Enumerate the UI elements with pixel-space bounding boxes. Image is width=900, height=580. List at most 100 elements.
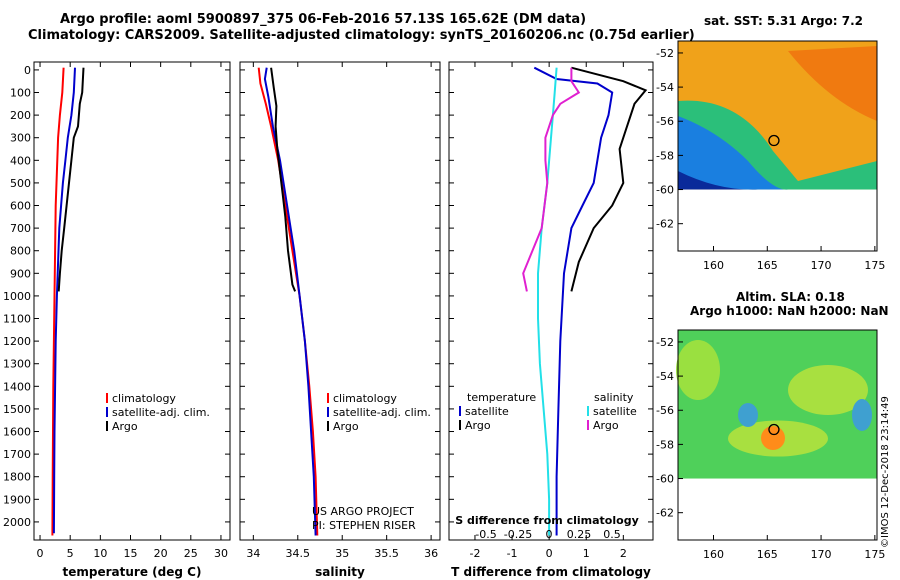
sst-map: 160 165 170 175 -52 -54 -56 -58 -60 -62: [656, 40, 885, 272]
x-tick-label: 5: [67, 547, 74, 560]
depth-tick-label: 1300: [3, 358, 31, 371]
x-tick-label: -2: [469, 547, 480, 560]
lat-tick-label: -52: [656, 47, 674, 60]
map-bottom-title-line2: Argo h1000: NaN h2000: NaN: [690, 304, 889, 318]
depth-tick-label: 300: [10, 132, 31, 145]
lat-tick-label: -60: [656, 473, 674, 486]
depth-tick-label: 1000: [3, 290, 31, 303]
legend-label: satellite-adj. clim.: [333, 406, 431, 419]
sla-field: [738, 403, 758, 427]
depth-tick-label: 900: [10, 267, 31, 280]
series-line-climatology: [51, 67, 65, 536]
panel-frame: [448, 61, 654, 541]
lon-tick-label: 160: [703, 259, 724, 272]
s-tick-label: 0.5: [603, 528, 621, 541]
legend-label: Argo: [593, 419, 619, 432]
sla-map: 160 165 170 175 -52 -54 -56 -58 -60 -62: [656, 329, 885, 561]
series-line-t-satellite: [533, 66, 614, 536]
series-line-satellite-adj-clim-: [263, 67, 317, 536]
map-frame: [677, 329, 878, 541]
x-axis-label: temperature (deg C): [63, 565, 202, 579]
map-top-title: sat. SST: 5.31 Argo: 7.2: [704, 14, 864, 28]
series-line-s-satellite: [537, 67, 558, 536]
lat-tick-label: -58: [656, 438, 674, 451]
legend-label: Argo: [112, 420, 138, 433]
s-difference-label: S difference from climatology: [455, 514, 639, 527]
depth-tick-label: 1800: [3, 471, 31, 484]
lat-tick-label: -62: [656, 218, 674, 231]
profile-panel-3: -2 -1 0 1 2 T difference from climatology: [448, 61, 654, 579]
x-tick-label: 0: [37, 547, 44, 560]
lat-tick-label: -52: [656, 336, 674, 349]
x-tick-label: 10: [93, 547, 107, 560]
series-line-satellite-adj-clim-: [52, 67, 76, 534]
panel-frame: [33, 61, 231, 541]
figure-title-line2: Climatology: CARS2009. Satellite-adjuste…: [28, 28, 695, 43]
lon-tick-label: 165: [757, 548, 778, 561]
imos-stamp: ©IMOS 12-Dec-2018 23:14:49: [880, 396, 891, 548]
legend-label: satellite: [593, 405, 637, 418]
s-tick-label: 0.25: [567, 528, 592, 541]
legend-left-title: temperature: [467, 391, 536, 404]
depth-tick-label: 400: [10, 154, 31, 167]
x-tick-label: 35.5: [374, 547, 399, 560]
x-tick-label: 0: [546, 547, 553, 560]
lat-tick-label: -54: [656, 370, 674, 383]
credit-project: US ARGO PROJECT: [312, 505, 414, 518]
x-tick-label: 25: [184, 547, 198, 560]
lat-tick-label: -60: [656, 184, 674, 197]
depth-tick-label: 0: [24, 64, 31, 77]
depth-tick-label: 100: [10, 87, 31, 100]
x-tick-label: 35: [335, 547, 349, 560]
legend-label: Argo: [333, 420, 359, 433]
legend-right-title: salinity: [594, 391, 634, 404]
x-axis-label: salinity: [315, 565, 365, 579]
lat-tick-label: -58: [656, 149, 674, 162]
sla-field: [788, 365, 868, 415]
x-tick-label: -1: [507, 547, 518, 560]
series-line-argo: [270, 67, 297, 292]
legend-label: satellite-adj. clim.: [112, 406, 210, 419]
lat-tick-label: -56: [656, 115, 674, 128]
series-line-climatology: [257, 67, 319, 536]
depth-tick-label: 1700: [3, 448, 31, 461]
lon-tick-label: 170: [811, 259, 832, 272]
series-line-t-argo: [570, 66, 648, 292]
lon-tick-label: 165: [757, 259, 778, 272]
sst-field: [678, 116, 788, 190]
map-bottom-title-line1: Altim. SLA: 0.18: [736, 290, 845, 304]
depth-tick-label: 600: [10, 200, 31, 213]
profile-panel-1: 0100200300400500600700800900100011001200…: [3, 61, 231, 579]
map-frame: [677, 40, 878, 252]
series-line-s-argo: [522, 67, 581, 292]
legend-label: Argo: [465, 419, 491, 432]
depth-tick-label: 2000: [3, 516, 31, 529]
legend-label: climatology: [333, 392, 397, 405]
s-tick-label: -0.25: [504, 528, 532, 541]
lat-tick-label: -62: [656, 507, 674, 520]
lon-tick-label: 175: [864, 548, 885, 561]
sla-field: [676, 340, 720, 400]
depth-tick-label: 1600: [3, 426, 31, 439]
credit-pi: PI: STEPHEN RISER: [312, 519, 416, 532]
series-line-argo: [57, 67, 85, 292]
depth-tick-label: 200: [10, 109, 31, 122]
depth-tick-label: 1900: [3, 493, 31, 506]
legend-label: satellite: [465, 405, 509, 418]
x-tick-label: 20: [154, 547, 168, 560]
legend-label: climatology: [112, 392, 176, 405]
s-tick-label: 0: [546, 528, 553, 541]
lat-tick-label: -56: [656, 404, 674, 417]
x-tick-label: 30: [214, 547, 228, 560]
lon-tick-label: 170: [811, 548, 832, 561]
sla-field: [761, 426, 785, 450]
profile-panel-2: 34 34.5 35 35.5 36 salinity: [239, 61, 441, 579]
depth-tick-label: 700: [10, 222, 31, 235]
panel-frame: [239, 61, 441, 541]
s-tick-label: -0.5: [475, 528, 496, 541]
lon-tick-label: 160: [703, 548, 724, 561]
depth-tick-label: 1400: [3, 380, 31, 393]
depth-tick-label: 1100: [3, 313, 31, 326]
figure-title-line1: Argo profile: aoml 5900897_375 06-Feb-20…: [60, 12, 587, 27]
